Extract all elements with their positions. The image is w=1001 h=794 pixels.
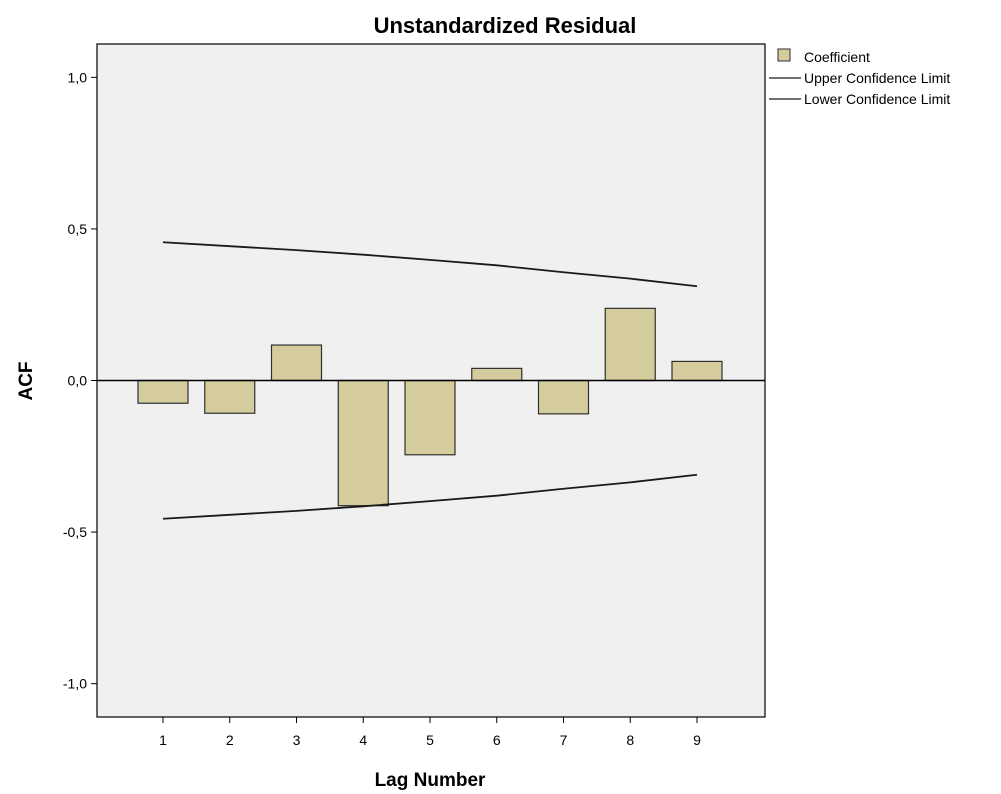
bar-lag-5 — [404, 379, 456, 456]
legend-coefficient-swatch — [777, 48, 791, 62]
x-tick-label: 3 — [293, 732, 301, 748]
bar-lag-8 — [604, 307, 656, 382]
bar-lag-6 — [471, 367, 523, 382]
y-tick-label: -0,5 — [63, 524, 87, 540]
x-axis-title: Lag Number — [375, 770, 486, 791]
x-tick-label: 5 — [426, 732, 434, 748]
legend-upper-label: Upper Confidence Limit — [804, 70, 950, 86]
x-tick-label: 7 — [560, 732, 568, 748]
legend: Coefficient Upper Confidence Limit Lower… — [769, 48, 950, 107]
lower-confidence-line — [162, 473, 698, 520]
x-tick-label: 2 — [226, 732, 234, 748]
x-tick-label: 1 — [159, 732, 167, 748]
legend-coefficient-label: Coefficient — [804, 49, 870, 65]
legend-lower-label: Lower Confidence Limit — [804, 91, 950, 107]
x-tick-label: 6 — [493, 732, 501, 748]
y-tick-label: -1,0 — [63, 676, 87, 692]
bar-lag-7 — [537, 379, 590, 415]
x-tick-label: 8 — [626, 732, 634, 748]
upper-confidence-line — [162, 241, 698, 288]
x-tick-label: 9 — [693, 732, 701, 748]
bar-lag-4 — [337, 379, 389, 507]
bar-lag-2 — [204, 379, 256, 414]
x-tick-label: 4 — [359, 732, 367, 748]
bar-lag-9 — [671, 360, 723, 382]
y-tick-label: 1,0 — [68, 69, 88, 85]
chart-title: Unstandardized Residual — [374, 13, 637, 38]
y-tick-label: 0,0 — [68, 373, 88, 389]
bar-lag-1 — [137, 379, 189, 404]
y-tick-label: 0,5 — [68, 221, 88, 237]
bar-lag-3 — [270, 344, 323, 382]
y-axis-title: ACF — [16, 361, 37, 400]
